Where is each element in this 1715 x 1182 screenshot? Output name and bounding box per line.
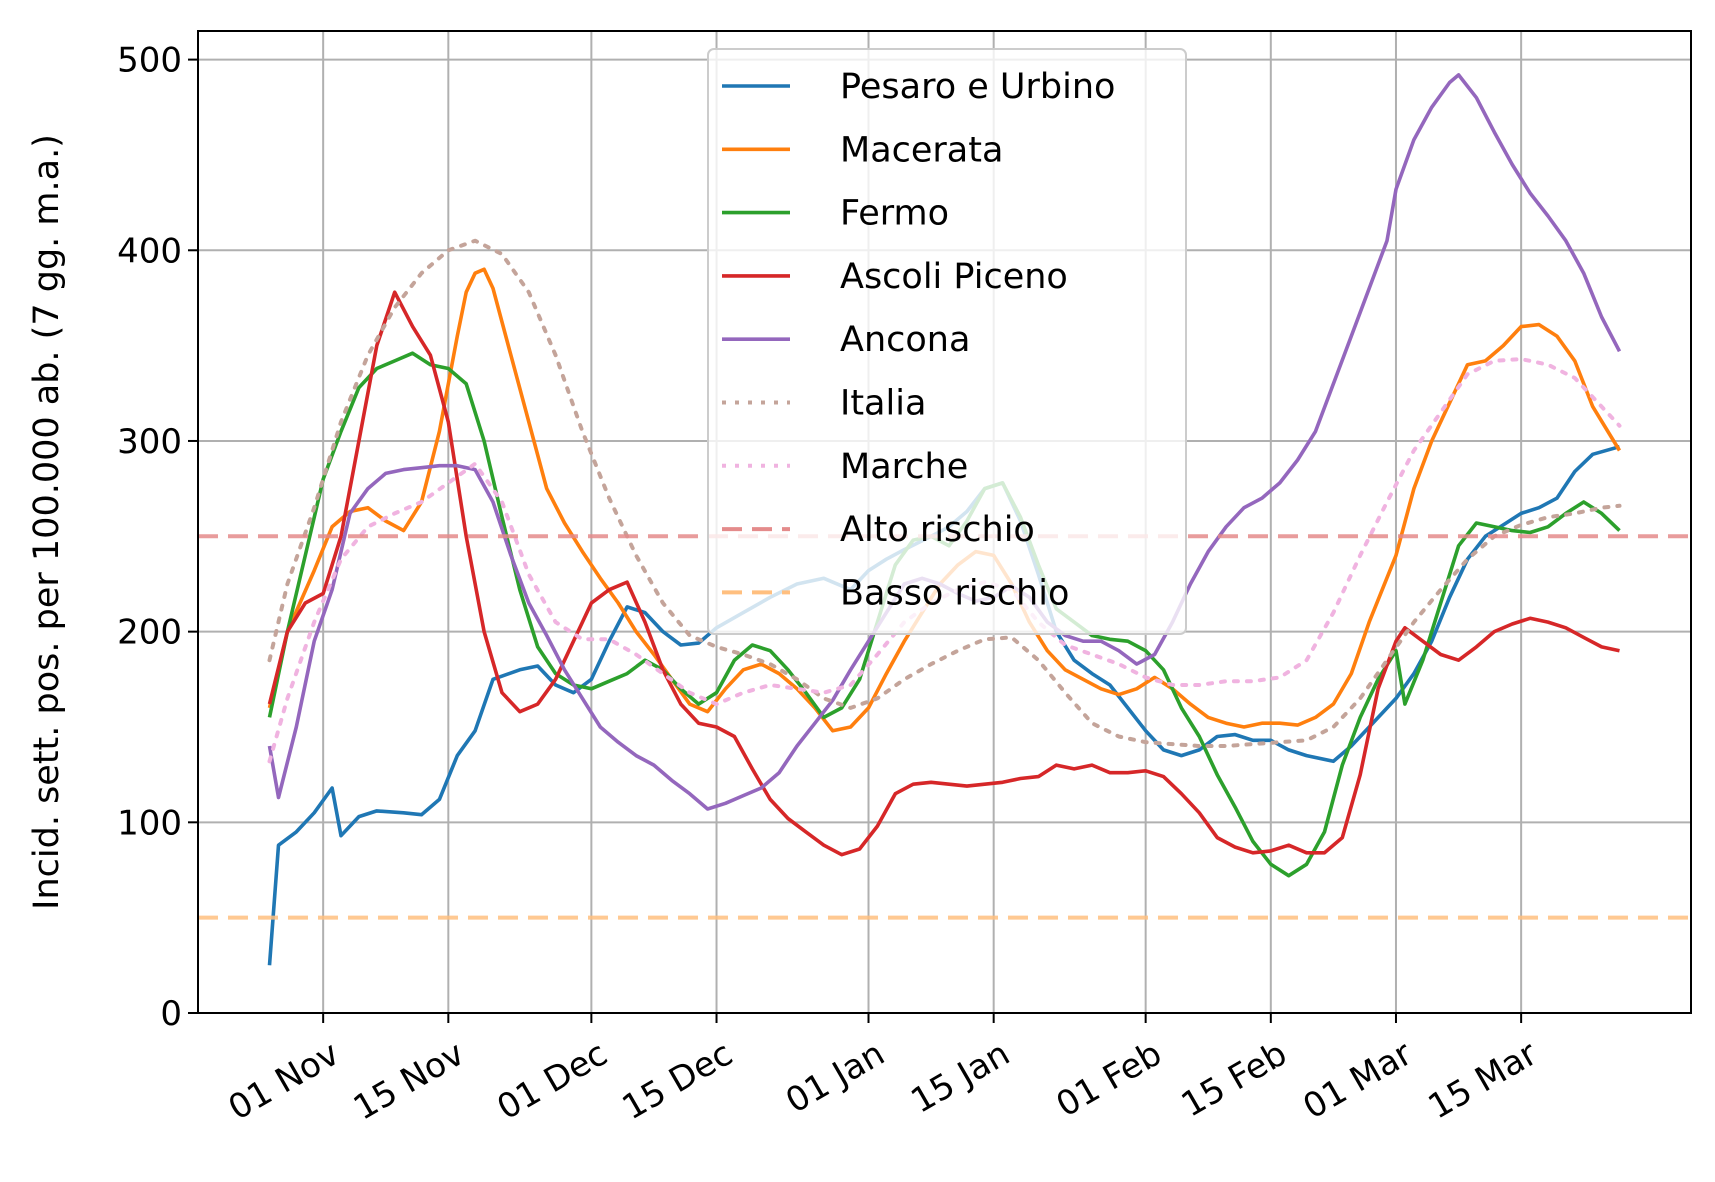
legend-label-macerata: Macerata <box>840 130 1003 170</box>
series-line-ascoli-piceno <box>267 290 1620 857</box>
series-line-italia <box>267 238 1622 748</box>
legend: Pesaro e Urbino Macerata Fermo Ascoli Picen… <box>707 48 1187 635</box>
y-tick-label: 400 <box>117 231 182 271</box>
y-tick-label: 500 <box>117 41 182 81</box>
legend-label-basso-rischio: Basso rischio <box>840 573 1069 613</box>
legend-label-pesaro-e-urbino: Pesaro e Urbino <box>840 67 1115 107</box>
legend-label-marche: Marche <box>840 447 968 487</box>
legend-label-alto-rischio: Alto rischio <box>840 510 1035 550</box>
y-tick-label: 100 <box>117 803 182 843</box>
legend-label-ancona: Ancona <box>840 320 970 360</box>
y-tick-label: 300 <box>117 422 182 462</box>
y-axis-label: Incid. sett. pos. per 100.000 ab. (7 gg.… <box>27 134 67 910</box>
y-tick-label: 0 <box>160 994 182 1034</box>
legend-label-ascoli-piceno: Ascoli Piceno <box>840 257 1068 297</box>
y-tick-label: 200 <box>117 613 182 653</box>
legend-label-italia: Italia <box>840 384 926 424</box>
legend-label-fermo: Fermo <box>840 194 949 234</box>
plot-frame <box>197 30 1692 1014</box>
legend-box <box>707 48 1187 635</box>
